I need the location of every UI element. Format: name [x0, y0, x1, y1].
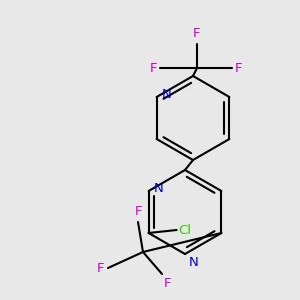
Text: F: F: [164, 277, 172, 290]
Text: F: F: [235, 61, 242, 74]
Text: F: F: [97, 262, 104, 275]
Text: Cl: Cl: [178, 224, 192, 236]
Text: N: N: [154, 182, 164, 196]
Text: N: N: [162, 88, 171, 101]
Text: F: F: [134, 205, 142, 218]
Text: N: N: [189, 256, 199, 269]
Text: F: F: [193, 27, 201, 40]
Text: F: F: [149, 61, 157, 74]
